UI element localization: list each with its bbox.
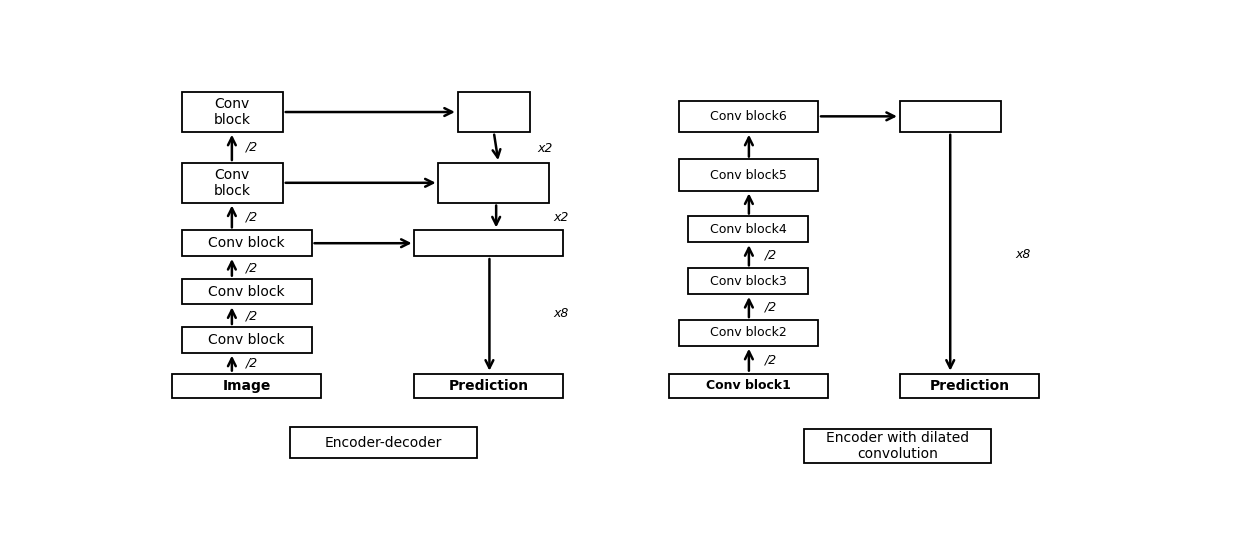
FancyBboxPatch shape: [670, 373, 828, 398]
FancyBboxPatch shape: [678, 101, 818, 132]
Text: Image: Image: [223, 379, 272, 393]
Text: /2: /2: [765, 249, 777, 262]
FancyBboxPatch shape: [172, 373, 321, 398]
Text: Conv block: Conv block: [208, 236, 285, 250]
Text: Prediction: Prediction: [449, 379, 529, 393]
Text: Encoder with dilated
convolution: Encoder with dilated convolution: [826, 431, 968, 461]
Text: x2: x2: [537, 141, 553, 154]
FancyBboxPatch shape: [458, 92, 529, 132]
Text: /2: /2: [247, 261, 259, 274]
Text: /2: /2: [247, 309, 259, 322]
Text: Conv
block: Conv block: [213, 168, 250, 198]
FancyBboxPatch shape: [182, 279, 311, 305]
FancyBboxPatch shape: [688, 216, 808, 242]
Text: Conv block: Conv block: [208, 333, 285, 347]
Text: Conv block1: Conv block1: [706, 379, 791, 392]
Text: x8: x8: [554, 307, 569, 320]
Text: x8: x8: [1016, 248, 1030, 261]
FancyBboxPatch shape: [804, 429, 991, 463]
Text: /2: /2: [765, 353, 777, 366]
Text: /2: /2: [247, 357, 259, 370]
Text: Conv block6: Conv block6: [711, 110, 787, 123]
Text: /2: /2: [765, 301, 777, 314]
Text: Encoder-decoder: Encoder-decoder: [325, 436, 441, 450]
Text: Conv block4: Conv block4: [711, 223, 787, 236]
Text: Conv block3: Conv block3: [711, 275, 787, 288]
Text: Conv block5: Conv block5: [711, 168, 787, 181]
Text: Conv block2: Conv block2: [711, 327, 787, 339]
Text: x2: x2: [554, 211, 569, 224]
FancyBboxPatch shape: [414, 373, 563, 398]
Text: /2: /2: [247, 141, 259, 154]
FancyBboxPatch shape: [439, 163, 549, 203]
FancyBboxPatch shape: [900, 373, 1039, 398]
FancyBboxPatch shape: [182, 92, 283, 132]
Text: Conv
block: Conv block: [213, 97, 250, 127]
FancyBboxPatch shape: [678, 320, 818, 346]
FancyBboxPatch shape: [182, 327, 311, 353]
FancyBboxPatch shape: [290, 427, 477, 458]
Text: /2: /2: [247, 211, 259, 224]
FancyBboxPatch shape: [182, 163, 283, 203]
FancyBboxPatch shape: [688, 268, 808, 294]
FancyBboxPatch shape: [182, 230, 311, 256]
FancyBboxPatch shape: [678, 159, 818, 190]
Text: Prediction: Prediction: [930, 379, 1009, 393]
FancyBboxPatch shape: [900, 101, 1001, 132]
Text: Conv block: Conv block: [208, 285, 285, 299]
FancyBboxPatch shape: [414, 230, 563, 256]
